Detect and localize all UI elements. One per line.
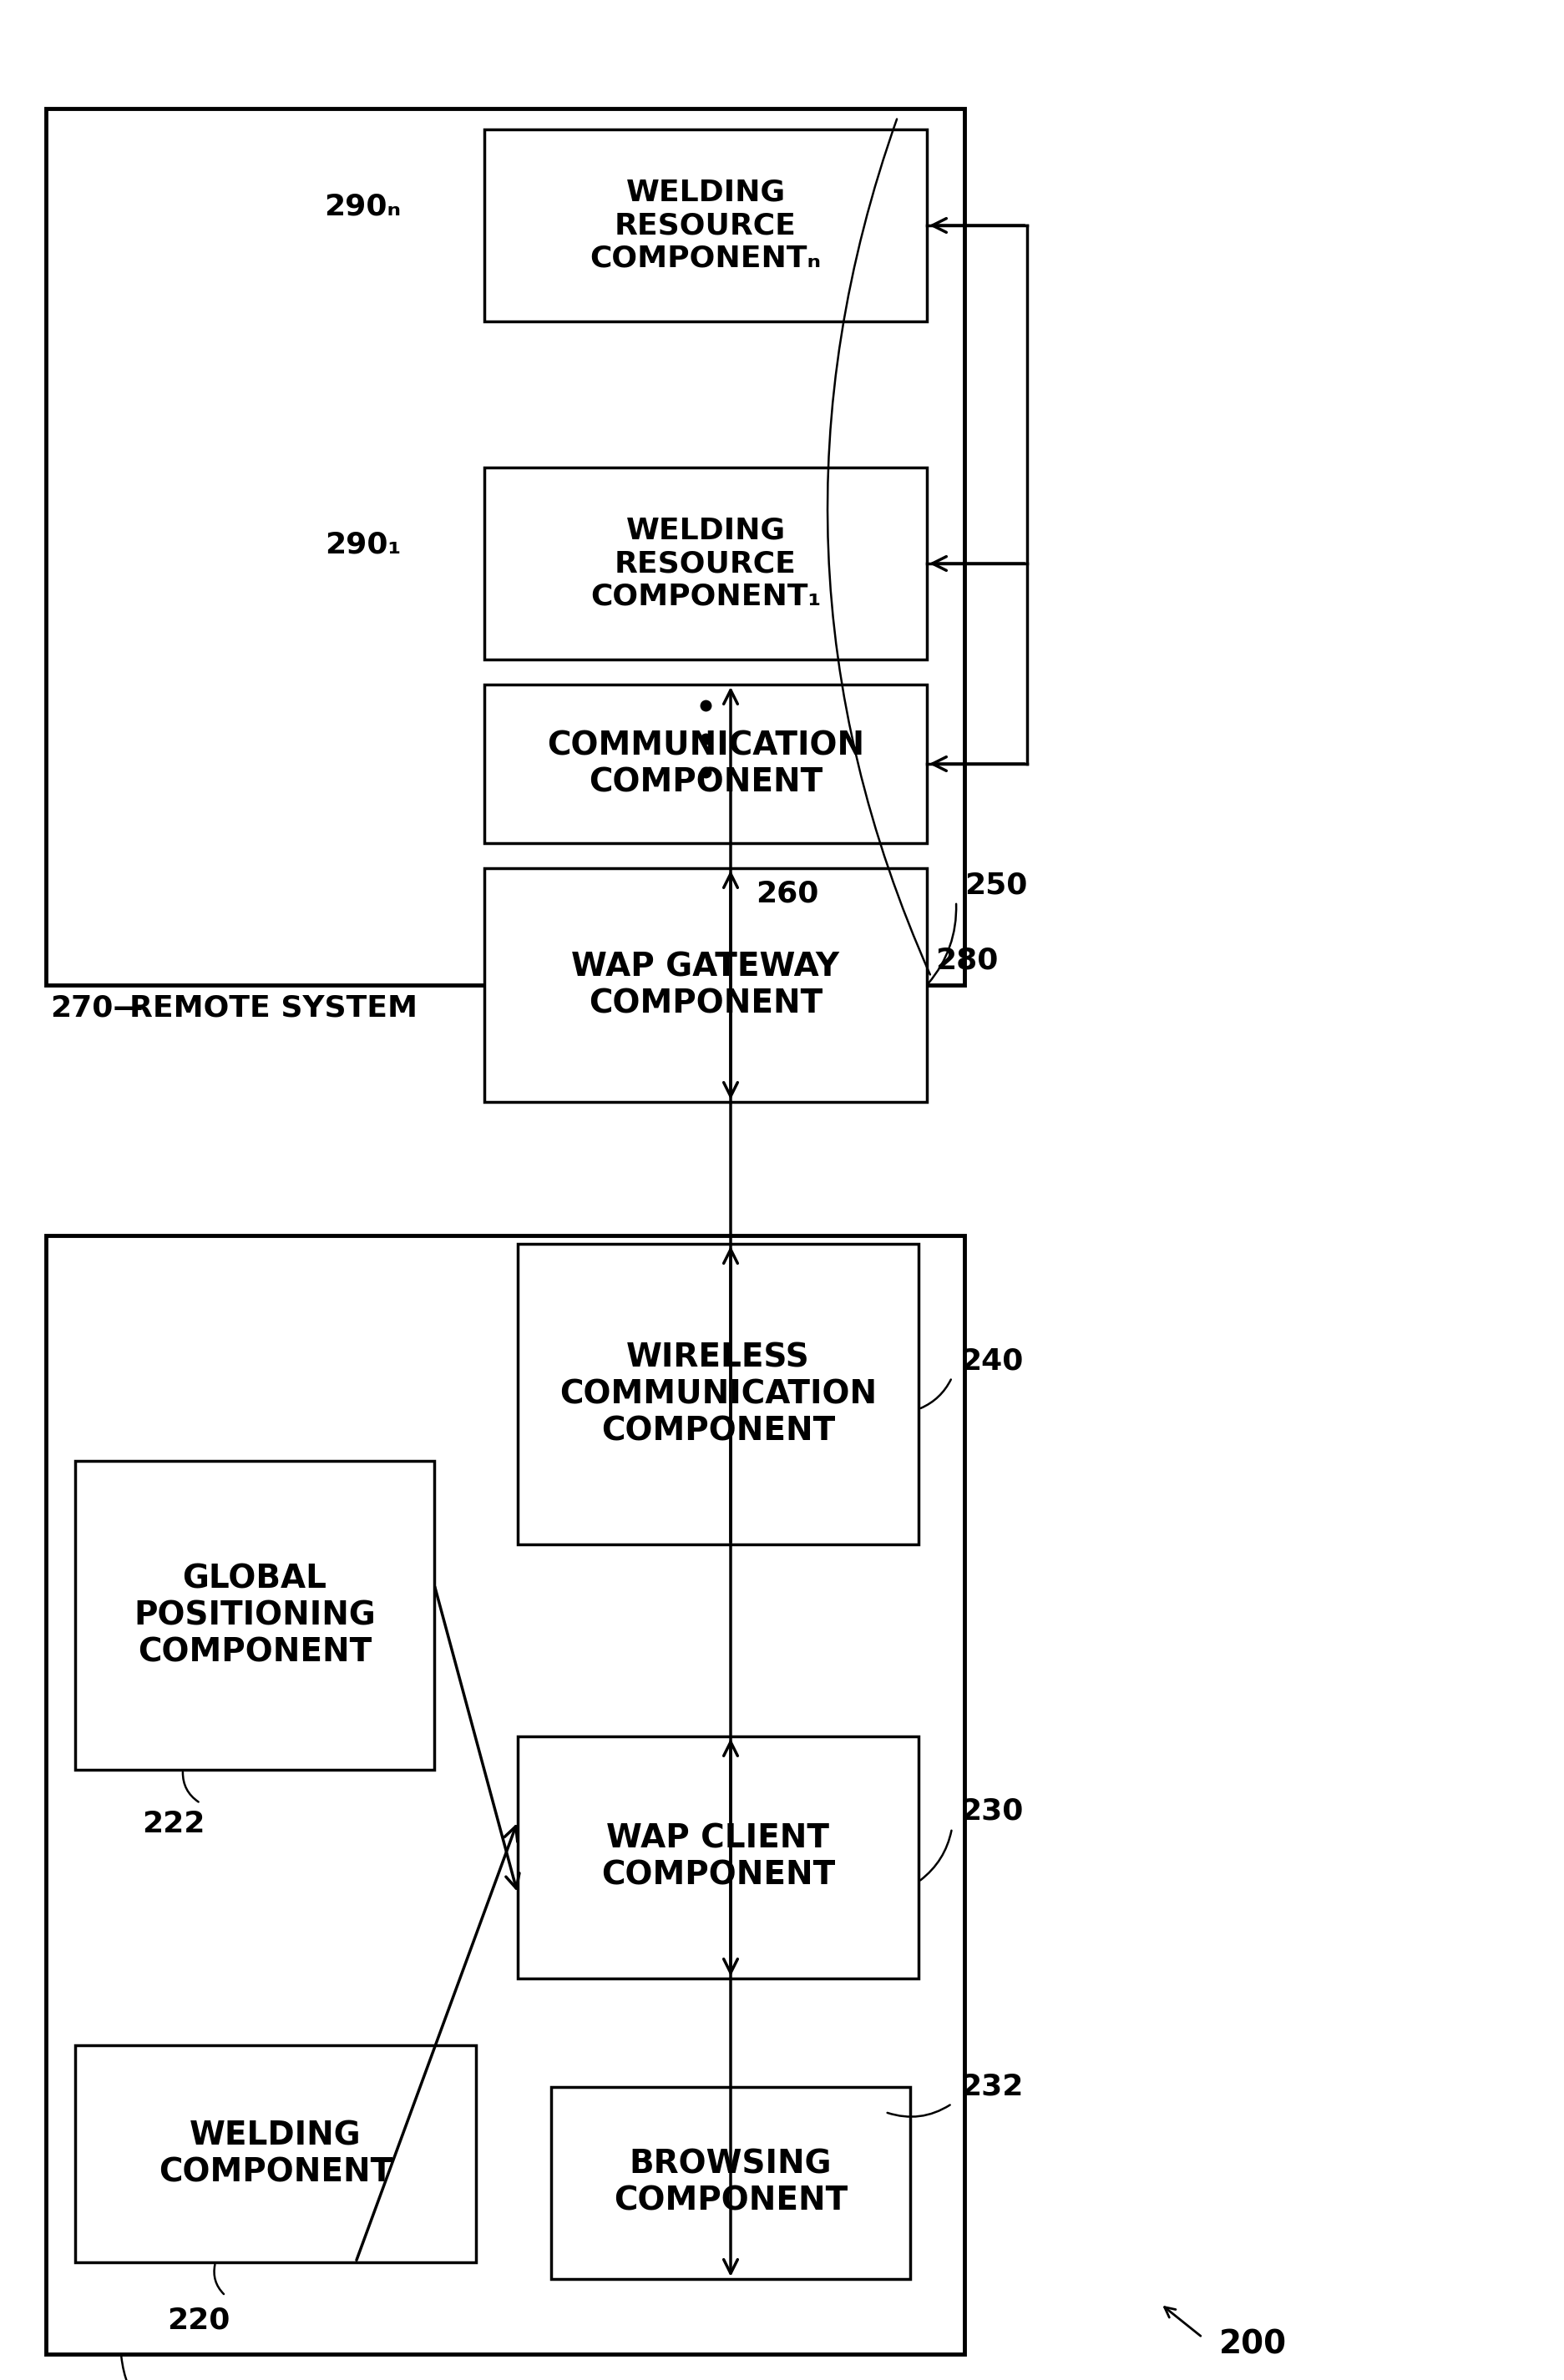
Bar (45, 1235, 963, 2354)
Bar (483, 129, 926, 321)
Text: 220: 220 (167, 2306, 230, 2335)
Text: 240: 240 (960, 1347, 1023, 1376)
Bar (75, 1461, 433, 1771)
Text: 290₁: 290₁ (324, 531, 400, 559)
Text: GLOBAL
POSITIONING
COMPONENT: GLOBAL POSITIONING COMPONENT (133, 1564, 375, 1668)
Text: 232: 232 (960, 2073, 1023, 2102)
Text: WELDING
RESOURCE
COMPONENTₙ: WELDING RESOURCE COMPONENTₙ (590, 178, 821, 271)
Text: REMOTE SYSTEM: REMOTE SYSTEM (130, 992, 418, 1021)
Text: COMMUNICATION
COMPONENT: COMMUNICATION COMPONENT (546, 731, 863, 797)
Text: 260: 260 (755, 878, 818, 907)
Text: 290ₙ: 290ₙ (324, 193, 400, 221)
Bar (45, 109, 963, 985)
Text: WAP CLIENT
COMPONENT: WAP CLIENT COMPONENT (601, 1823, 835, 1892)
Text: WELDING
COMPONENT: WELDING COMPONENT (158, 2121, 393, 2187)
Bar (518, 1245, 918, 1545)
Text: 200: 200 (1218, 2328, 1286, 2361)
Text: 222: 222 (142, 1809, 205, 1837)
Bar (483, 466, 926, 659)
Text: WAP GATEWAY
COMPONENT: WAP GATEWAY COMPONENT (571, 952, 840, 1019)
Bar (483, 869, 926, 1102)
Bar (551, 2087, 910, 2280)
Text: 250: 250 (963, 871, 1028, 900)
Text: WIRELESS
COMMUNICATION
COMPONENT: WIRELESS COMMUNICATION COMPONENT (558, 1342, 876, 1447)
Text: 230: 230 (960, 1797, 1023, 1825)
Text: BROWSING
COMPONENT: BROWSING COMPONENT (613, 2149, 848, 2218)
Text: 280: 280 (935, 945, 998, 973)
Bar (483, 685, 926, 843)
Text: 270—: 270— (50, 992, 144, 1021)
Text: WELDING
RESOURCE
COMPONENT₁: WELDING RESOURCE COMPONENT₁ (590, 516, 821, 612)
Bar (75, 2044, 475, 2263)
Bar (518, 1737, 918, 1978)
